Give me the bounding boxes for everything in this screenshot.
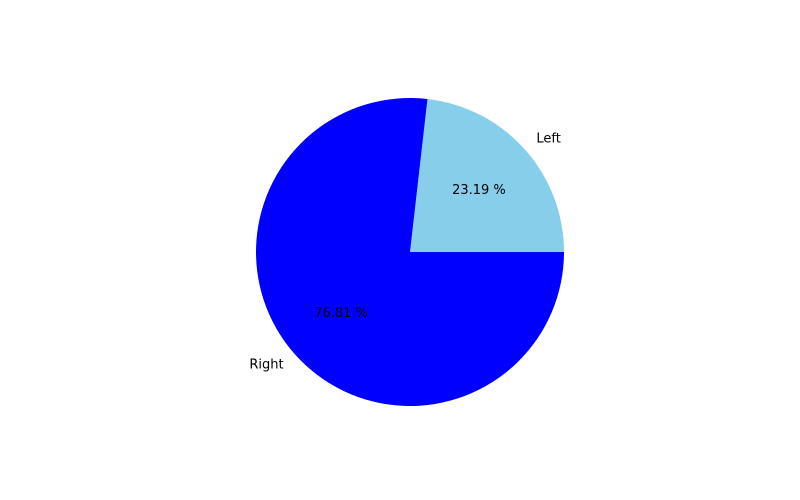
pie-labels: 23.19 % Left 76.81 % Right xyxy=(249,132,560,373)
pie-slice-right xyxy=(256,98,564,407)
pie-slice-left xyxy=(410,98,564,252)
pie-slices xyxy=(256,98,564,407)
pct-label-right: 76.81 % xyxy=(314,306,368,321)
slice-label-left: Left xyxy=(536,132,560,147)
pct-label-left: 23.19 % xyxy=(452,183,506,198)
slice-label-right: Right xyxy=(249,357,283,372)
